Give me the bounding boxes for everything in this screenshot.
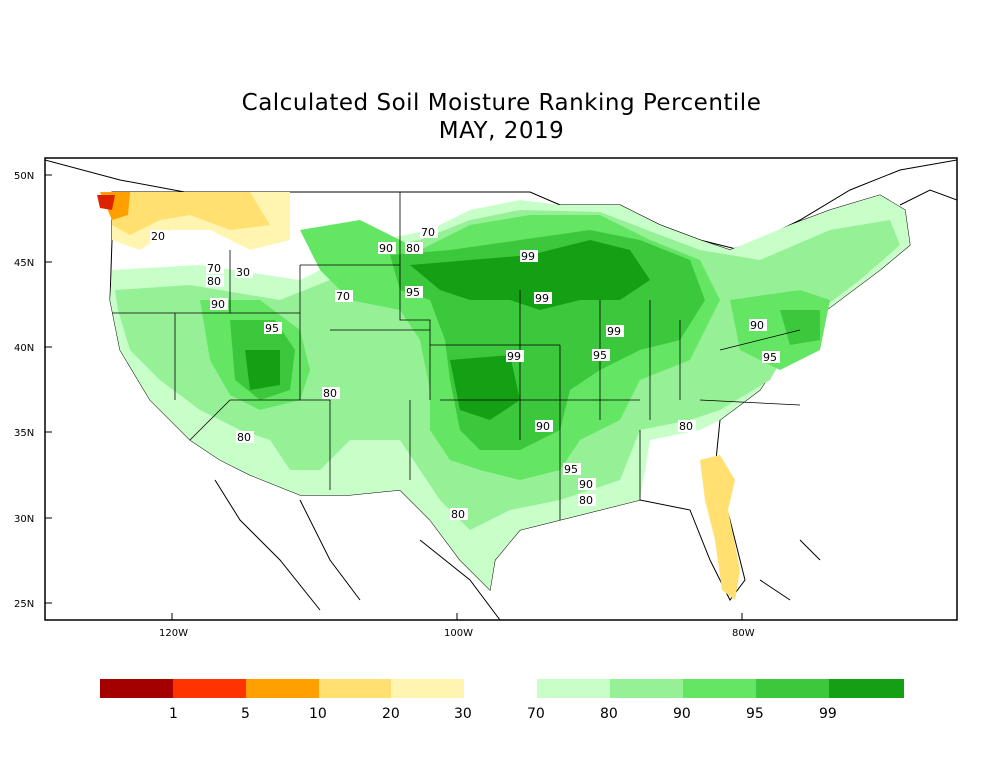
lon-label: 100W bbox=[444, 628, 473, 639]
legend-label: 90 bbox=[673, 706, 691, 722]
contour-label: 95 bbox=[265, 322, 279, 335]
contour-label: 90 bbox=[379, 242, 393, 255]
contour-label: 80 bbox=[406, 242, 420, 255]
legend-swatch-99 bbox=[829, 679, 904, 698]
lat-label: 30N bbox=[14, 514, 34, 525]
legend-label: 20 bbox=[382, 706, 400, 722]
contour-label: 95 bbox=[406, 286, 420, 299]
contour-label: 95 bbox=[593, 349, 607, 362]
canada-coast bbox=[899, 189, 957, 206]
legend-swatch-70 bbox=[537, 679, 610, 698]
legend-label: 1 bbox=[169, 706, 178, 722]
legend-swatch-90 bbox=[683, 679, 756, 698]
legend-label: 80 bbox=[600, 706, 618, 722]
legend-swatch-80 bbox=[610, 679, 683, 698]
contour-label: 95 bbox=[763, 351, 777, 364]
contour-label: 80 bbox=[207, 275, 221, 288]
legend-swatch-5 bbox=[173, 679, 246, 698]
contour-label: 80 bbox=[237, 431, 251, 444]
latitude-axis: 50N 45N 40N 35N 30N 25N bbox=[14, 171, 52, 610]
contour-labels: 20 70 30 80 90 70 90 80 70 95 99 99 99 9… bbox=[150, 226, 780, 521]
contour-label: 80 bbox=[679, 420, 693, 433]
contour-label: 95 bbox=[564, 463, 578, 476]
legend-label: 70 bbox=[527, 706, 545, 722]
legend-swatch-10 bbox=[246, 679, 319, 698]
contour-label: 30 bbox=[236, 266, 250, 279]
contour-20-pnw bbox=[112, 192, 270, 235]
legend-label: 95 bbox=[746, 706, 764, 722]
contour-label: 99 bbox=[535, 292, 549, 305]
legend-label: 5 bbox=[241, 706, 250, 722]
contour-label: 99 bbox=[521, 250, 535, 263]
contour-label: 20 bbox=[151, 230, 165, 243]
legend-swatch-95 bbox=[756, 679, 829, 698]
caribbean-outline bbox=[759, 539, 821, 601]
lat-label: 50N bbox=[14, 171, 34, 182]
map-subtitle: MAY, 2019 bbox=[438, 118, 565, 144]
contour-5-pnw bbox=[97, 195, 115, 210]
lon-label: 80W bbox=[732, 628, 755, 639]
contour-label: 90 bbox=[211, 298, 225, 311]
map-frame bbox=[44, 157, 958, 621]
contour-label: 80 bbox=[451, 508, 465, 521]
contour-label: 99 bbox=[607, 325, 621, 338]
legend-swatch-20 bbox=[319, 679, 391, 698]
lat-label: 35N bbox=[14, 428, 34, 439]
contour-label: 99 bbox=[507, 350, 521, 363]
contour-95 bbox=[230, 230, 820, 450]
legend-label: 99 bbox=[819, 706, 837, 722]
contour-99 bbox=[245, 240, 650, 420]
lat-label: 25N bbox=[14, 599, 34, 610]
map-title: Calculated Soil Moisture Ranking Percent… bbox=[241, 90, 762, 116]
legend-swatch-1 bbox=[100, 679, 173, 698]
lat-label: 40N bbox=[14, 343, 34, 354]
legend-swatch-30 bbox=[391, 679, 464, 698]
contour-label: 70 bbox=[336, 290, 350, 303]
lat-label: 45N bbox=[14, 258, 34, 269]
mexico-outline bbox=[214, 479, 501, 620]
contour-label: 80 bbox=[323, 387, 337, 400]
contour-label: 90 bbox=[579, 478, 593, 491]
map-area bbox=[45, 159, 957, 620]
contour-label: 80 bbox=[579, 494, 593, 507]
contour-label: 90 bbox=[536, 420, 550, 433]
legend: 1 5 10 20 30 70 80 90 95 99 bbox=[100, 679, 904, 722]
longitude-axis: 120W 100W 80W bbox=[159, 613, 755, 639]
lon-label: 120W bbox=[159, 628, 188, 639]
contour-label: 70 bbox=[207, 262, 221, 275]
contour-label: 70 bbox=[421, 226, 435, 239]
state-borders bbox=[112, 192, 801, 520]
contour-20-southeast bbox=[700, 455, 740, 600]
legend-label: 30 bbox=[454, 706, 472, 722]
contour-label: 90 bbox=[750, 319, 764, 332]
legend-label: 10 bbox=[309, 706, 327, 722]
